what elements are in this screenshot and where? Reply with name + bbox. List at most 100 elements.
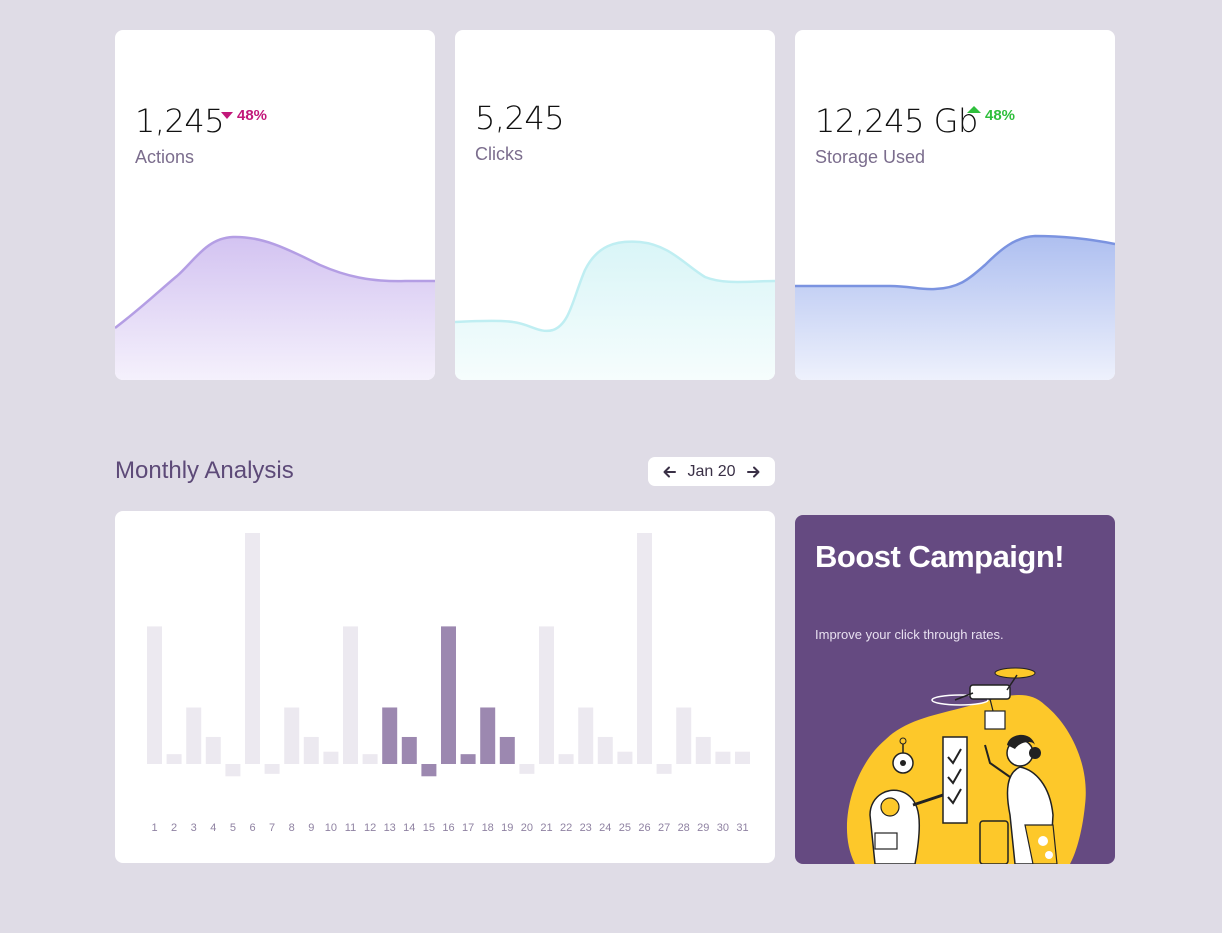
month-selector: Jan 20: [648, 457, 775, 486]
monthly-bar-chart: 1 2 3 4 5 6 7 8 9 10 11 12 13 14 15 16 17 18 19 20 21 22 23 24 2…: [147, 533, 750, 834]
tick-label-22: 22: [560, 822, 572, 834]
tick-label-6: 6: [249, 822, 255, 834]
monthly-analysis-title: Monthly Analysis: [115, 457, 294, 484]
tick-label-12: 12: [364, 822, 376, 834]
monthly-bar-chart-card: 1 2 3 4 5 6 7 8 9 10 11 12 13 14 15 16 17 18 19 20 21 22 23 24 2…: [115, 511, 775, 863]
tick-label-13: 13: [384, 822, 396, 834]
storage-value: 12,245 Gb: [815, 102, 978, 140]
clicks-label: Clicks: [475, 144, 523, 164]
tick-label-16: 16: [442, 822, 454, 834]
bar-day-3: [186, 707, 202, 764]
bar-day-4: [205, 736, 221, 764]
clicks-sparkline: [455, 240, 775, 380]
clicks-area: [455, 241, 775, 380]
bar-day-13: [382, 707, 398, 764]
bar-day-26: [637, 533, 652, 764]
actions-line: [115, 235, 435, 329]
tick-label-9: 9: [308, 822, 314, 834]
actions-card: 1,245 48% Actions: [115, 30, 435, 380]
storage-label: Storage Used: [815, 147, 926, 167]
tick-label-18: 18: [482, 822, 494, 834]
bar-day-22: [558, 754, 574, 764]
bar-day-16: [441, 626, 456, 764]
tick-label-14: 14: [403, 822, 415, 834]
storage-sparkline: [795, 234, 1115, 380]
bar-day-23: [578, 707, 594, 764]
boost-campaign-card[interactable]: Boost Campaign! Improve your click throu…: [795, 515, 1115, 864]
month-label: Jan 20: [687, 462, 736, 480]
bar-day-28: [676, 707, 692, 764]
bar-day-15: [421, 764, 437, 777]
storage-area: [795, 236, 1115, 380]
arrow-left-icon[interactable]: [663, 465, 677, 479]
tick-label-30: 30: [717, 822, 729, 834]
woman-illustration: [979, 734, 1058, 864]
bar-day-2: [166, 754, 182, 764]
tick-label-19: 19: [501, 822, 513, 834]
storage-card: 12,245 Gb 48% Storage Used: [795, 30, 1115, 380]
bar-day-27: [656, 764, 672, 774]
tick-label-20: 20: [521, 822, 533, 834]
bar-day-10: [323, 751, 339, 764]
bar-day-7: [264, 764, 280, 774]
tick-label-29: 29: [697, 822, 709, 834]
tick-label-3: 3: [191, 822, 197, 834]
tick-label-5: 5: [230, 822, 236, 834]
bar-day-31: [735, 751, 750, 764]
bar-day-25: [617, 751, 633, 764]
bar-day-6: [245, 533, 260, 764]
robot-illustration: [869, 737, 944, 864]
promo-title: Boost Campaign!: [815, 539, 1065, 574]
actions-change: 48%: [221, 107, 267, 124]
actions-area: [115, 236, 435, 380]
arrow-right-icon[interactable]: [746, 465, 760, 479]
tick-label-1: 1: [151, 822, 157, 834]
bar-day-24: [597, 736, 613, 764]
bar-day-19: [499, 736, 515, 764]
checklist-illustration: [942, 736, 968, 824]
campaign-illustration: [846, 667, 1086, 864]
promo-subtitle: Improve your click through rates.: [815, 627, 1004, 642]
bar-day-17: [460, 754, 476, 764]
actions-label: Actions: [135, 147, 195, 167]
tick-label-15: 15: [423, 822, 435, 834]
bar-day-29: [695, 736, 711, 764]
storage-line: [795, 234, 1115, 291]
bar-day-11: [343, 626, 358, 764]
tick-label-31: 31: [736, 822, 748, 834]
bar-day-12: [362, 754, 378, 764]
tick-label-17: 17: [462, 822, 474, 834]
tick-label-21: 21: [540, 822, 552, 834]
tick-label-28: 28: [678, 822, 690, 834]
tick-label-4: 4: [210, 822, 216, 834]
actions-sparkline: [115, 235, 435, 380]
actions-change-value: 48%: [237, 107, 268, 124]
bar-day-1: [147, 626, 162, 764]
tick-label-27: 27: [658, 822, 670, 834]
tick-label-26: 26: [638, 822, 650, 834]
tick-label-2: 2: [171, 822, 177, 834]
bar-day-9: [303, 736, 319, 764]
trend-up-icon: [967, 106, 981, 113]
bar-day-14: [401, 736, 417, 764]
clicks-card: 5,245 Clicks: [455, 30, 775, 380]
bar-day-20: [519, 764, 535, 774]
tick-label-25: 25: [619, 822, 631, 834]
tick-label-11: 11: [345, 822, 356, 834]
bar-day-8: [284, 707, 300, 764]
tick-label-24: 24: [599, 822, 611, 834]
tick-label-7: 7: [269, 822, 275, 834]
storage-change-value: 48%: [985, 107, 1016, 124]
tick-label-10: 10: [325, 822, 337, 834]
storage-change: 48%: [967, 106, 1016, 124]
bar-day-5: [225, 764, 241, 777]
clicks-value: 5,245: [475, 99, 565, 137]
bar-day-18: [480, 707, 496, 764]
actions-value: 1,245: [135, 102, 225, 140]
drone-illustration: [931, 667, 1036, 730]
clicks-line: [455, 240, 775, 333]
bar-day-30: [715, 751, 731, 764]
tick-label-23: 23: [580, 822, 592, 834]
tick-label-8: 8: [289, 822, 295, 834]
bar-day-21: [539, 626, 554, 764]
